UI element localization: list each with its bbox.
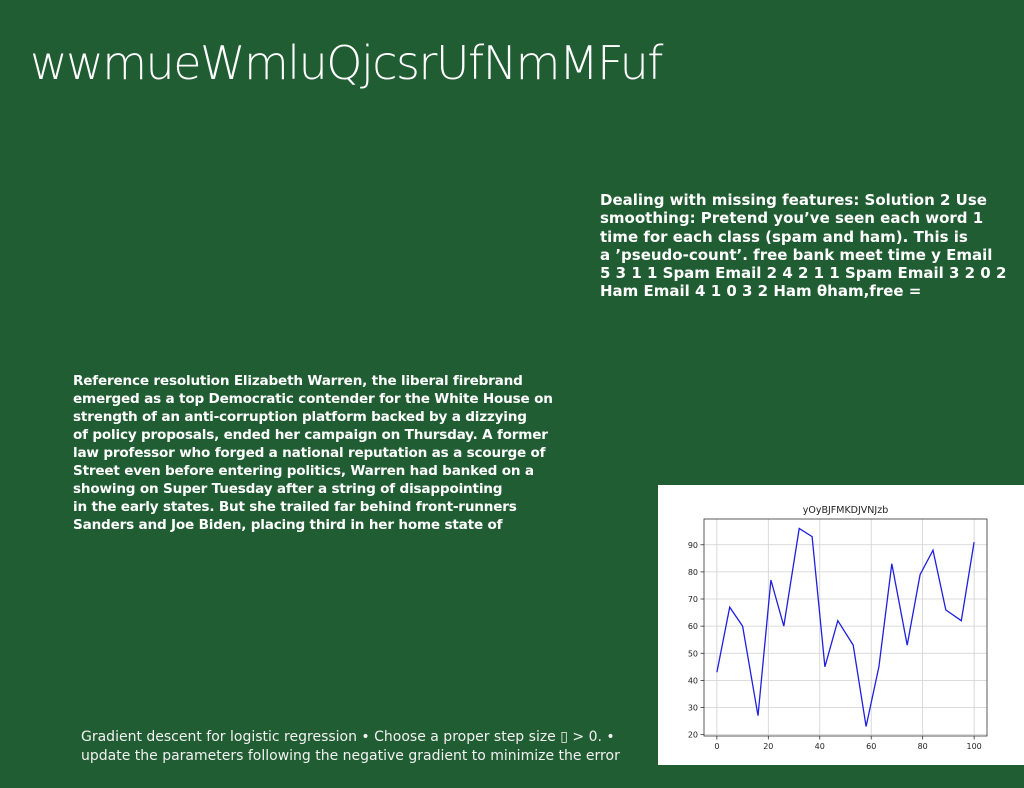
text-line: law professor who forged a national repu… xyxy=(73,444,613,462)
x-tick-label: 20 xyxy=(763,742,773,751)
y-tick-label: 70 xyxy=(688,595,698,604)
text-line: emerged as a top Democratic contender fo… xyxy=(73,390,613,408)
text-line: showing on Super Tuesday after a string … xyxy=(73,480,613,498)
text-line: smoothing: Pretend you’ve seen each word… xyxy=(600,209,1024,227)
text-line: Gradient descent for logistic regression… xyxy=(81,728,651,747)
y-tick-label: 80 xyxy=(688,568,698,577)
x-tick-label: 0 xyxy=(714,742,719,751)
series-line xyxy=(717,529,974,727)
chart-title: yOyBJFMKDJVNJzb xyxy=(803,505,888,516)
y-tick-label: 60 xyxy=(688,622,698,631)
slide-title: wwmueWmluQjcsrUfNmMFuf xyxy=(30,36,662,90)
x-tick-label: 60 xyxy=(866,742,876,751)
text-line: Sanders and Joe Biden, placing third in … xyxy=(73,516,613,534)
text-line: of policy proposals, ended her campaign … xyxy=(73,426,613,444)
text-line: a ’pseudo-count’. free bank meet time y … xyxy=(600,246,1024,264)
x-tick-label: 40 xyxy=(815,742,825,751)
text-line: strength of an anti-corruption platform … xyxy=(73,408,613,426)
y-tick-label: 30 xyxy=(688,704,698,713)
text-line: Reference resolution Elizabeth Warren, t… xyxy=(73,372,613,390)
text-line: Street even before entering politics, Wa… xyxy=(73,462,613,480)
line-chart-card: 0 20 40 60 80 100 20 30 40 50 60 70 80 90 yOyBJFMKDJVN… xyxy=(658,485,1024,765)
y-tick-label: 20 xyxy=(688,731,698,740)
smoothing-text-block: Dealing with missing features: Solution … xyxy=(600,191,1024,301)
y-tick-label: 90 xyxy=(688,541,698,550)
y-tick-label: 50 xyxy=(688,649,698,658)
text-line: Dealing with missing features: Solution … xyxy=(600,191,1024,209)
gradient-descent-text: Gradient descent for logistic regression… xyxy=(81,728,651,765)
reference-text-block: Reference resolution Elizabeth Warren, t… xyxy=(73,372,613,534)
x-tick-label: 100 xyxy=(966,742,981,751)
plot-frame xyxy=(704,519,987,736)
text-line: in the early states. But she trailed far… xyxy=(73,498,613,516)
y-tick-label: 40 xyxy=(688,676,698,685)
text-line: time for each class (spam and ham). This… xyxy=(600,228,1024,246)
x-tick-label: 80 xyxy=(918,742,928,751)
text-line: update the parameters following the nega… xyxy=(81,747,651,766)
line-chart: 0 20 40 60 80 100 20 30 40 50 60 70 80 90 yOyBJFMKDJVN… xyxy=(658,485,1024,765)
text-line: Ham Email 4 1 0 3 2 Ham θham,free = xyxy=(600,282,1024,300)
text-line: 5 3 1 1 Spam Email 2 4 2 1 1 Spam Email … xyxy=(600,264,1024,282)
